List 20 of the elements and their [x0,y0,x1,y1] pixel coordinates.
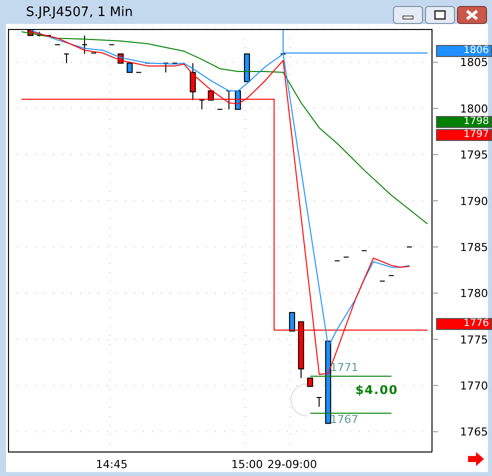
y-tick-label: 1770 [460,380,488,392]
y-tick-label: 1785 [460,240,488,254]
y-tick-label: 1780 [460,287,488,300]
text: 1776 [436,318,492,330]
y-tick-label: 1775 [460,333,488,346]
text: 1797 [436,129,492,141]
text: 1806 [436,45,492,57]
annotation: 1771 [330,361,358,374]
x-tick-label: 15:00 [231,458,263,471]
y-tick-label: 1805 [460,56,488,70]
y-tick-label: 1765 [460,426,488,439]
x-tick-label: 29-09:00 [267,458,318,471]
x-tick-label: 14:45 [96,458,128,471]
chart-title: S.JP.J4507, 1 Min [26,5,133,20]
y-tick-label: 1790 [460,194,488,208]
annotation: 1767 [330,413,358,426]
annotation: $4.00 [355,383,398,398]
text: 1798 [436,116,492,128]
y-tick-label: 1800 [460,102,488,116]
y-tick-label: 1795 [460,148,488,162]
